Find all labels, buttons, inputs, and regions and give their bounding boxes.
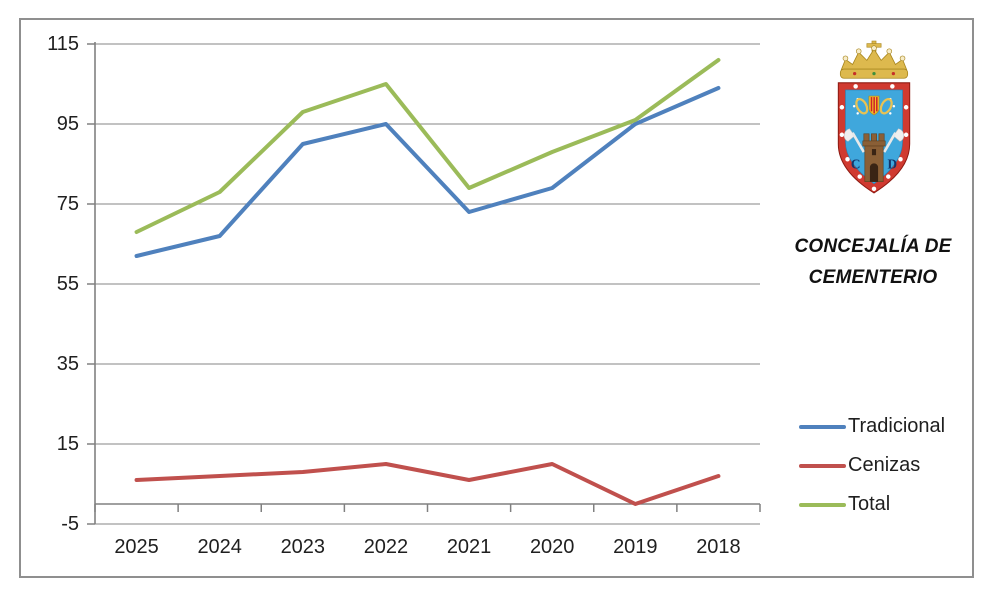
oval-left (855, 98, 869, 115)
y-axis-label: -5 (61, 513, 79, 535)
chart-legend: Tradicional Cenizas Total (799, 407, 967, 524)
oval-right (879, 98, 893, 115)
legend-label-total: Total (848, 493, 891, 515)
shield-icon: C D (837, 82, 911, 194)
letter-d: D (888, 156, 898, 171)
y-axis-label: 55 (56, 273, 79, 295)
coat-of-arms: C D (837, 40, 911, 194)
x-axis-label: 2021 (446, 536, 492, 558)
department-title-line1: CONCEJALÍA DE (794, 236, 952, 257)
x-axis-label: 2022 (363, 536, 409, 558)
crown-icon (839, 40, 909, 79)
department-title: CONCEJALÍA DE CEMENTERIO (775, 231, 971, 293)
tower-icon (862, 133, 886, 182)
legend-item-total: Total (799, 485, 967, 524)
department-title-line2: CEMENTERIO (808, 267, 938, 288)
legend-label-cenizas: Cenizas (848, 454, 921, 476)
legend-item-tradicional: Tradicional (799, 407, 967, 446)
letter-c: C (851, 156, 861, 171)
legend-item-cenizas: Cenizas (799, 446, 967, 485)
axe-left-icon (843, 128, 865, 153)
y-axis-label: 95 (56, 113, 79, 135)
legend-swatch-cenizas (799, 463, 846, 468)
axe-right-icon (883, 128, 905, 153)
x-axis-label: 2024 (197, 536, 242, 558)
border-dots (839, 84, 909, 192)
x-axis-label: 2023 (280, 536, 326, 558)
y-axis-label: 115 (47, 33, 79, 55)
y-axis-label: 75 (56, 193, 79, 215)
y-axis-label: 35 (56, 353, 79, 375)
x-axis-label: 2019 (613, 536, 658, 558)
senyera-icon (868, 95, 880, 116)
x-axis-label: 2018 (696, 536, 741, 558)
x-axis-label: 2025 (114, 536, 159, 558)
y-axis-label: 15 (56, 433, 79, 455)
legend-swatch-tradicional (799, 424, 846, 429)
x-axis-label: 2020 (529, 536, 575, 558)
legend-label-tradicional: Tradicional (848, 415, 946, 437)
legend-swatch-total (799, 502, 846, 507)
